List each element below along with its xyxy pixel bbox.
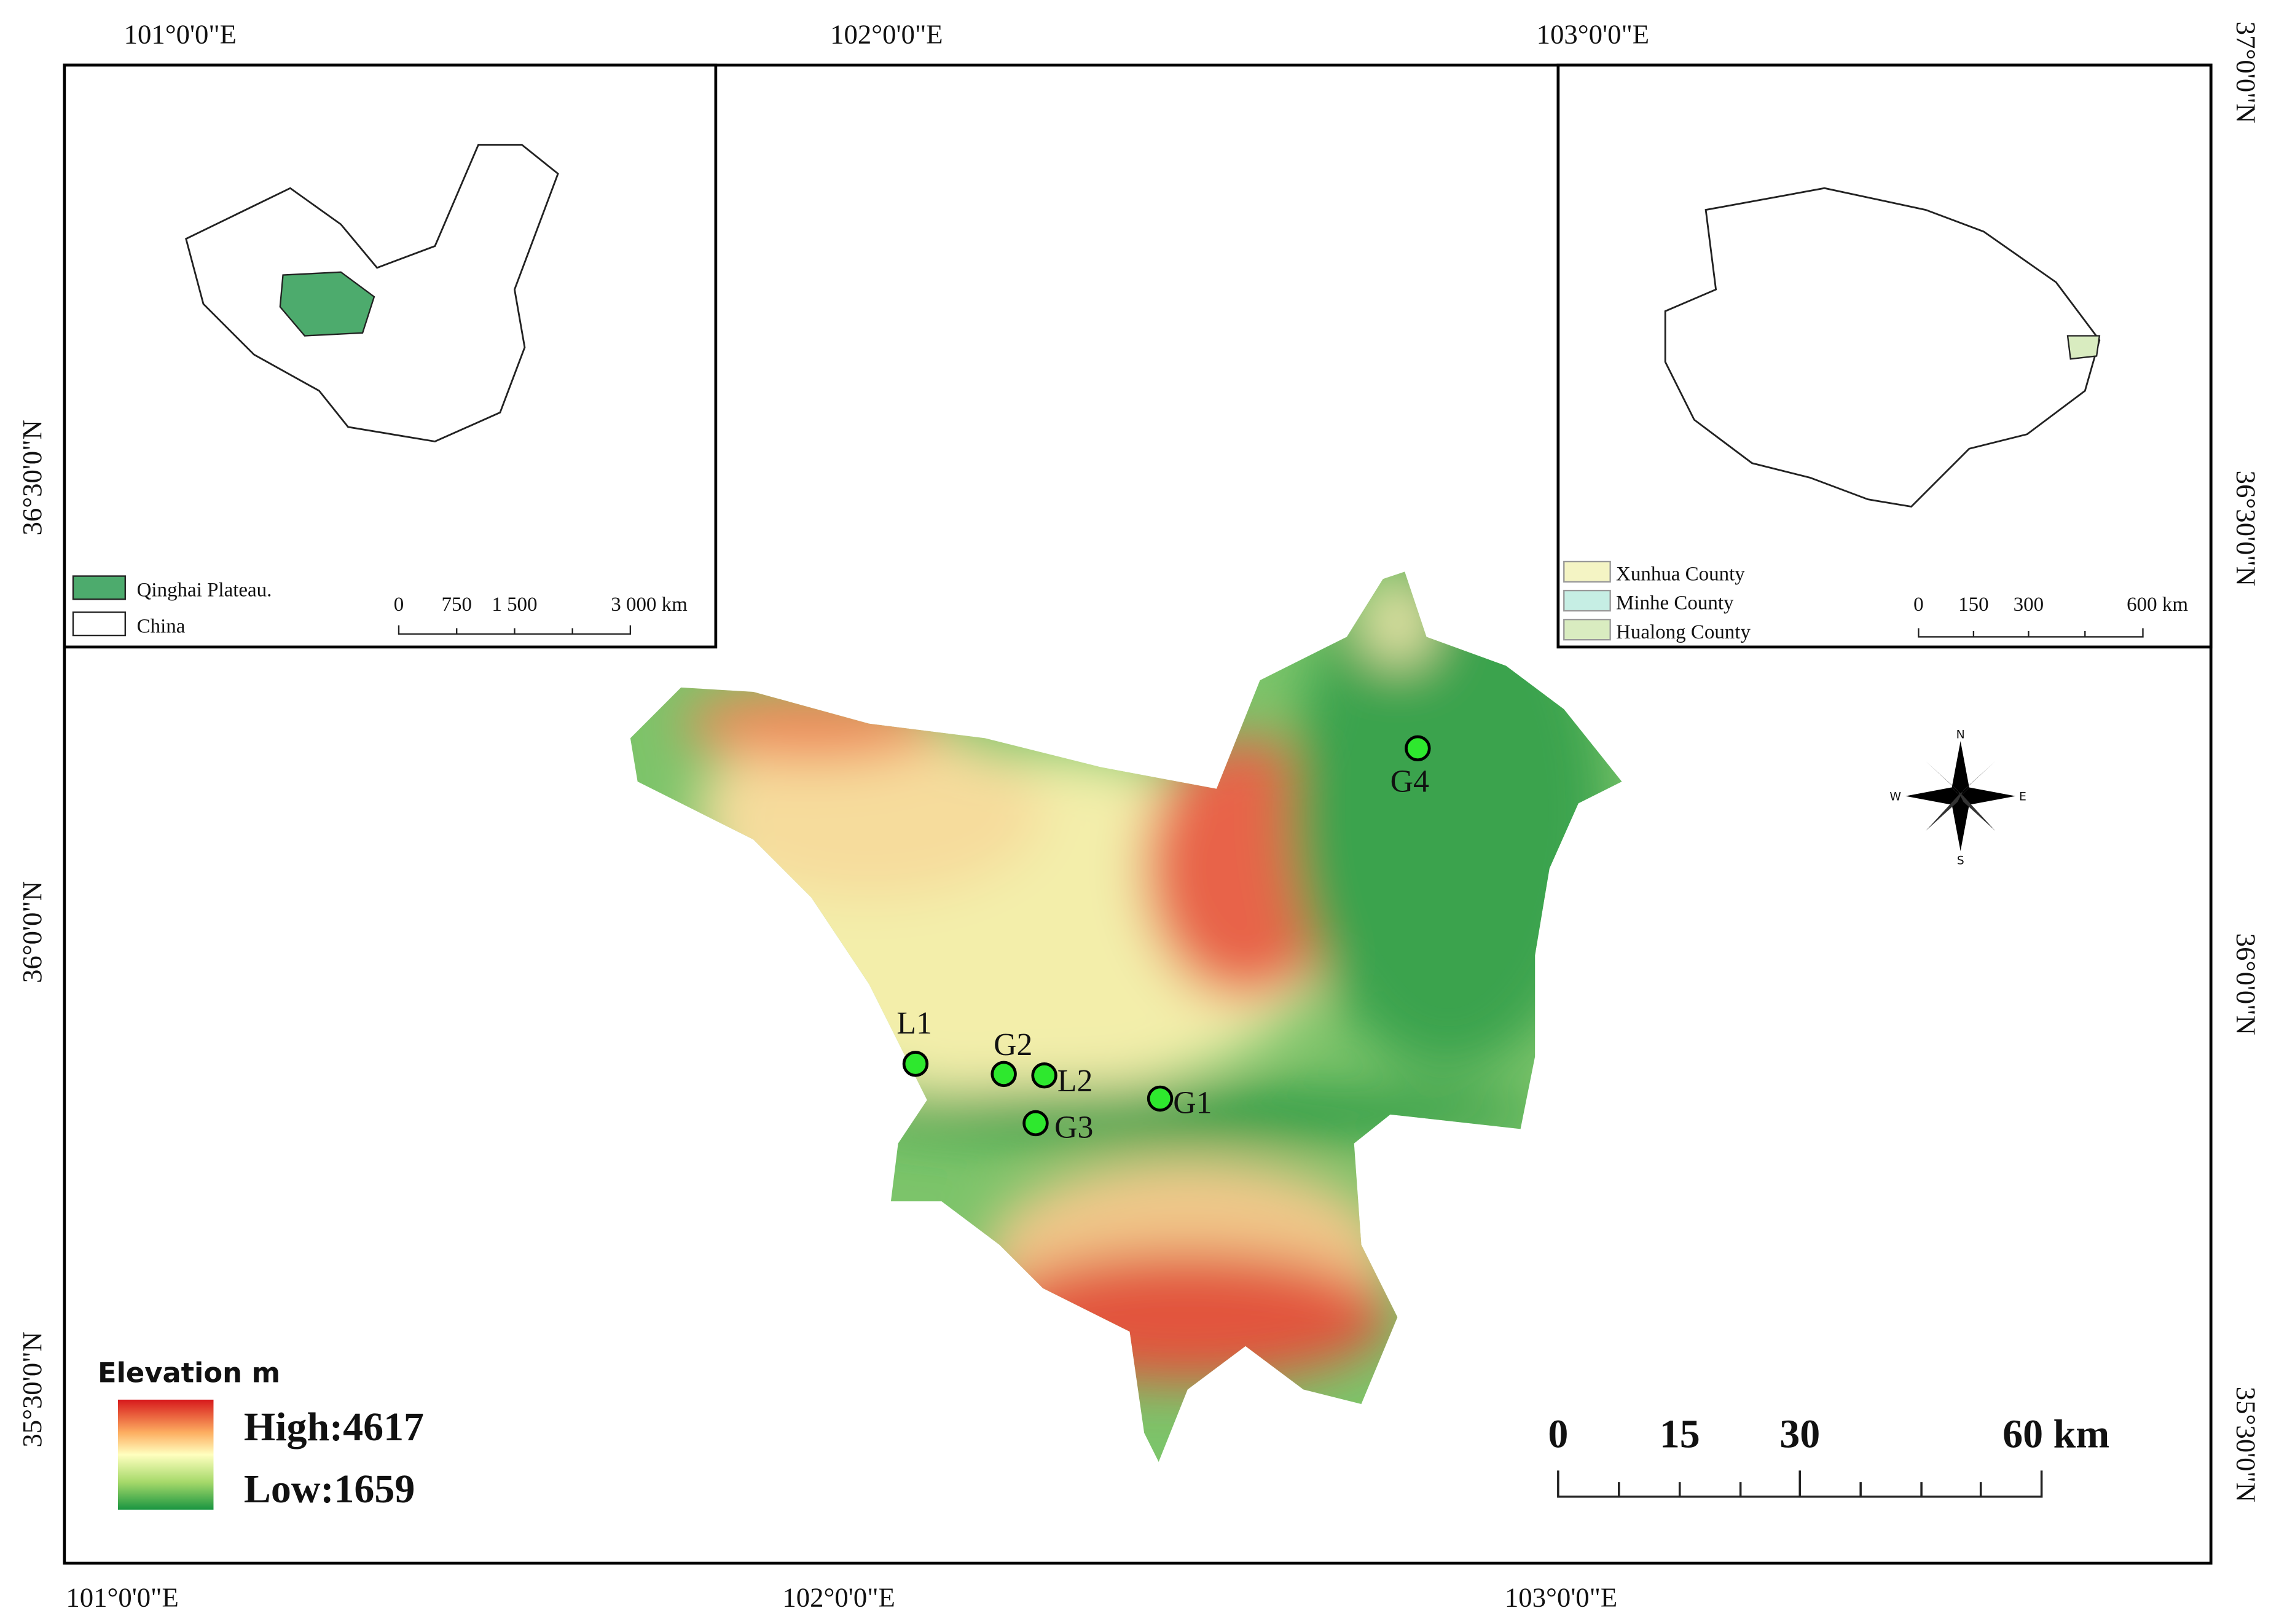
coord-label: 103°0'0"E <box>1505 1582 1617 1613</box>
frame <box>63 63 2213 1565</box>
coord-label: 36°30'0"N <box>2231 471 2262 586</box>
scale-label: 600 km <box>2127 594 2188 616</box>
sites: L1 G2 L2 G1 G3 G4 <box>896 735 1431 1145</box>
compass-label: E <box>2019 791 2026 804</box>
elevation-legend: Elevation m High:4617 Low:1659 <box>98 1357 424 1512</box>
scale-label: 0 <box>1548 1412 1568 1457</box>
coord-label: 36°0'0"N <box>17 881 47 983</box>
scale-label: 150 <box>1958 594 1988 616</box>
compass: N S W E <box>1889 728 2026 867</box>
study-area <box>630 571 1622 1462</box>
legend-low: Low:1659 <box>244 1467 415 1512</box>
inset-qinghai: Xunhua County Minhe County Hualong Count… <box>1556 63 2213 649</box>
coord-label: 35°30'0"N <box>2231 1387 2262 1502</box>
coord-label: 36°30'0"N <box>17 420 47 535</box>
compass-label: W <box>1889 791 1901 804</box>
site-label: L2 <box>1057 1064 1093 1099</box>
scale-bar: 0 15 30 60 km <box>1548 1412 2109 1498</box>
color-ramp <box>118 1399 214 1510</box>
coord-label: 37°0'0"N <box>2231 22 2262 124</box>
legend-label: Qinghai Plateau. <box>137 579 272 602</box>
scale-label: 60 km <box>2002 1412 2109 1457</box>
scale-label: 0 <box>1913 594 1923 616</box>
compass-label: N <box>1956 728 1965 741</box>
site-marker <box>1022 1110 1049 1137</box>
site-label: G1 <box>1173 1085 1212 1120</box>
legend-label: China <box>137 615 186 637</box>
legend-high: High:4617 <box>244 1405 424 1449</box>
site-marker <box>1147 1085 1174 1112</box>
scale-label: 750 <box>441 594 471 616</box>
coord-label: 103°0'0"E <box>1537 19 1649 50</box>
legend-label: Xunhua County <box>1616 563 1745 586</box>
site-marker <box>1031 1062 1057 1089</box>
site-label: G3 <box>1054 1110 1093 1145</box>
scale-label: 15 <box>1660 1412 1700 1457</box>
compass-label: S <box>1957 854 1964 867</box>
site-label: G2 <box>994 1027 1032 1062</box>
site-marker <box>902 1051 929 1077</box>
coord-label: 35°30'0"N <box>17 1332 47 1447</box>
scale-label: 0 <box>394 594 404 616</box>
legend-label: Minhe County <box>1616 592 1734 614</box>
coord-label: 101°0'0"E <box>124 19 237 50</box>
coord-label: 102°0'0"E <box>830 19 943 50</box>
site-label: L1 <box>896 1006 932 1041</box>
inset-china: Qinghai Plateau. China 0 750 1 500 3 000… <box>63 63 718 649</box>
site-marker <box>1405 735 1431 762</box>
coord-label: 101°0'0"E <box>66 1582 178 1613</box>
site-marker <box>990 1061 1017 1088</box>
site-label: G4 <box>1390 764 1429 799</box>
legend-title: Elevation m <box>98 1357 280 1389</box>
coord-label: 36°0'0"N <box>2231 933 2262 1035</box>
scale-label: 30 <box>1779 1412 1820 1457</box>
coord-label: 102°0'0"E <box>782 1582 895 1613</box>
scale-label: 3 000 km <box>611 594 688 616</box>
scale-label: 1 500 <box>492 594 537 616</box>
scale-label: 300 <box>2014 594 2044 616</box>
legend-label: Hualong County <box>1616 621 1751 643</box>
